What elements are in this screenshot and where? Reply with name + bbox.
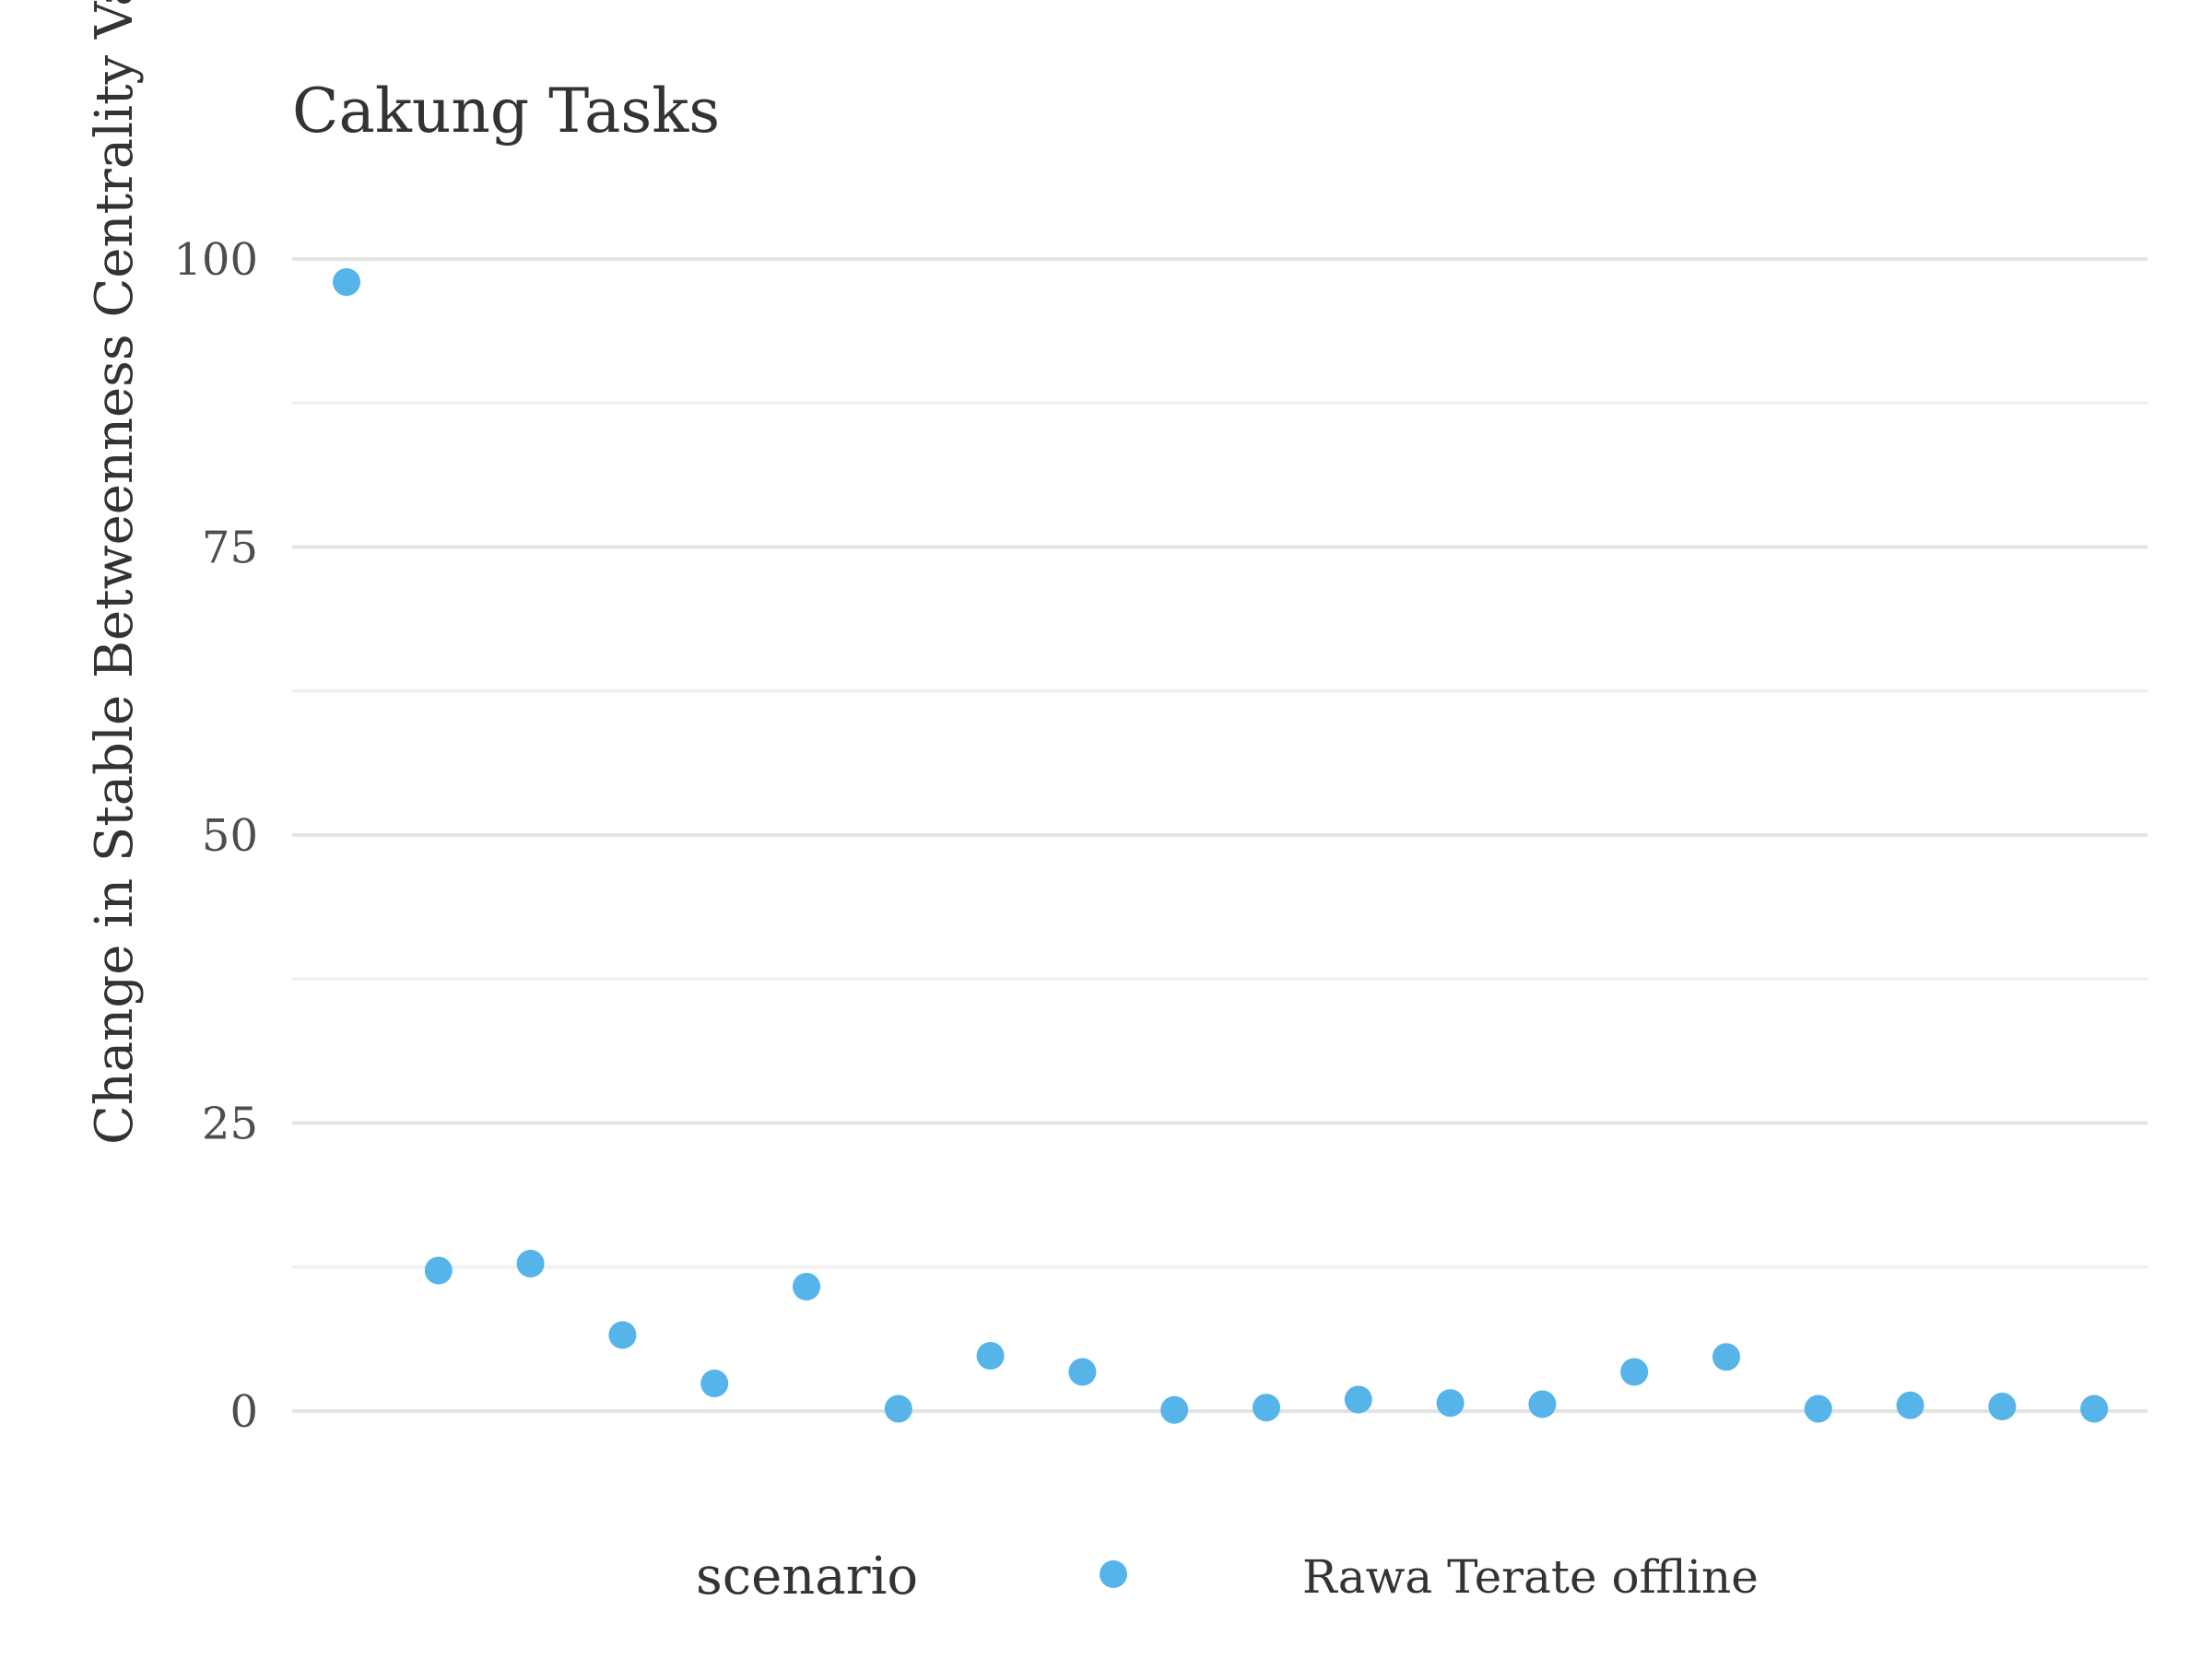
y-tick-label: 75: [202, 523, 258, 574]
data-point: [1712, 1343, 1740, 1371]
data-point: [1896, 1391, 1924, 1419]
data-point: [1528, 1390, 1557, 1418]
data-point: [1988, 1393, 2017, 1420]
y-tick-label: 0: [229, 1386, 258, 1438]
data-point: [333, 268, 360, 296]
data-point: [1620, 1358, 1649, 1386]
data-point: [1253, 1394, 1280, 1422]
data-point: [1344, 1385, 1372, 1414]
data-point: [424, 1256, 453, 1285]
y-tick-label: 25: [202, 1099, 258, 1150]
chart-title: Cakung Tasks: [292, 76, 721, 147]
data-point: [793, 1273, 820, 1300]
data-point: [516, 1250, 545, 1277]
data-point: [1436, 1389, 1465, 1418]
data-point: [608, 1321, 637, 1349]
data-point: [1804, 1394, 1832, 1423]
y-axis-label: Change in Stable Betweenness Centrality …: [85, 0, 145, 1145]
legend-key-marker: [1100, 1560, 1127, 1588]
y-tick-labels: 0 25 50 75 100: [173, 234, 258, 1438]
legend-item-label: Rawa Terate offline: [1302, 1550, 1759, 1604]
data-point: [1068, 1358, 1097, 1386]
data-point: [884, 1394, 912, 1423]
grid-lines: [292, 257, 2147, 1413]
data-points: [333, 268, 2109, 1424]
data-point: [700, 1370, 729, 1397]
data-point: [1160, 1395, 1189, 1424]
data-point: [2080, 1394, 2109, 1423]
data-point: [976, 1342, 1005, 1370]
y-tick-label: 50: [202, 810, 258, 862]
legend-title: scenario: [696, 1547, 919, 1606]
y-tick-label: 100: [173, 234, 258, 286]
